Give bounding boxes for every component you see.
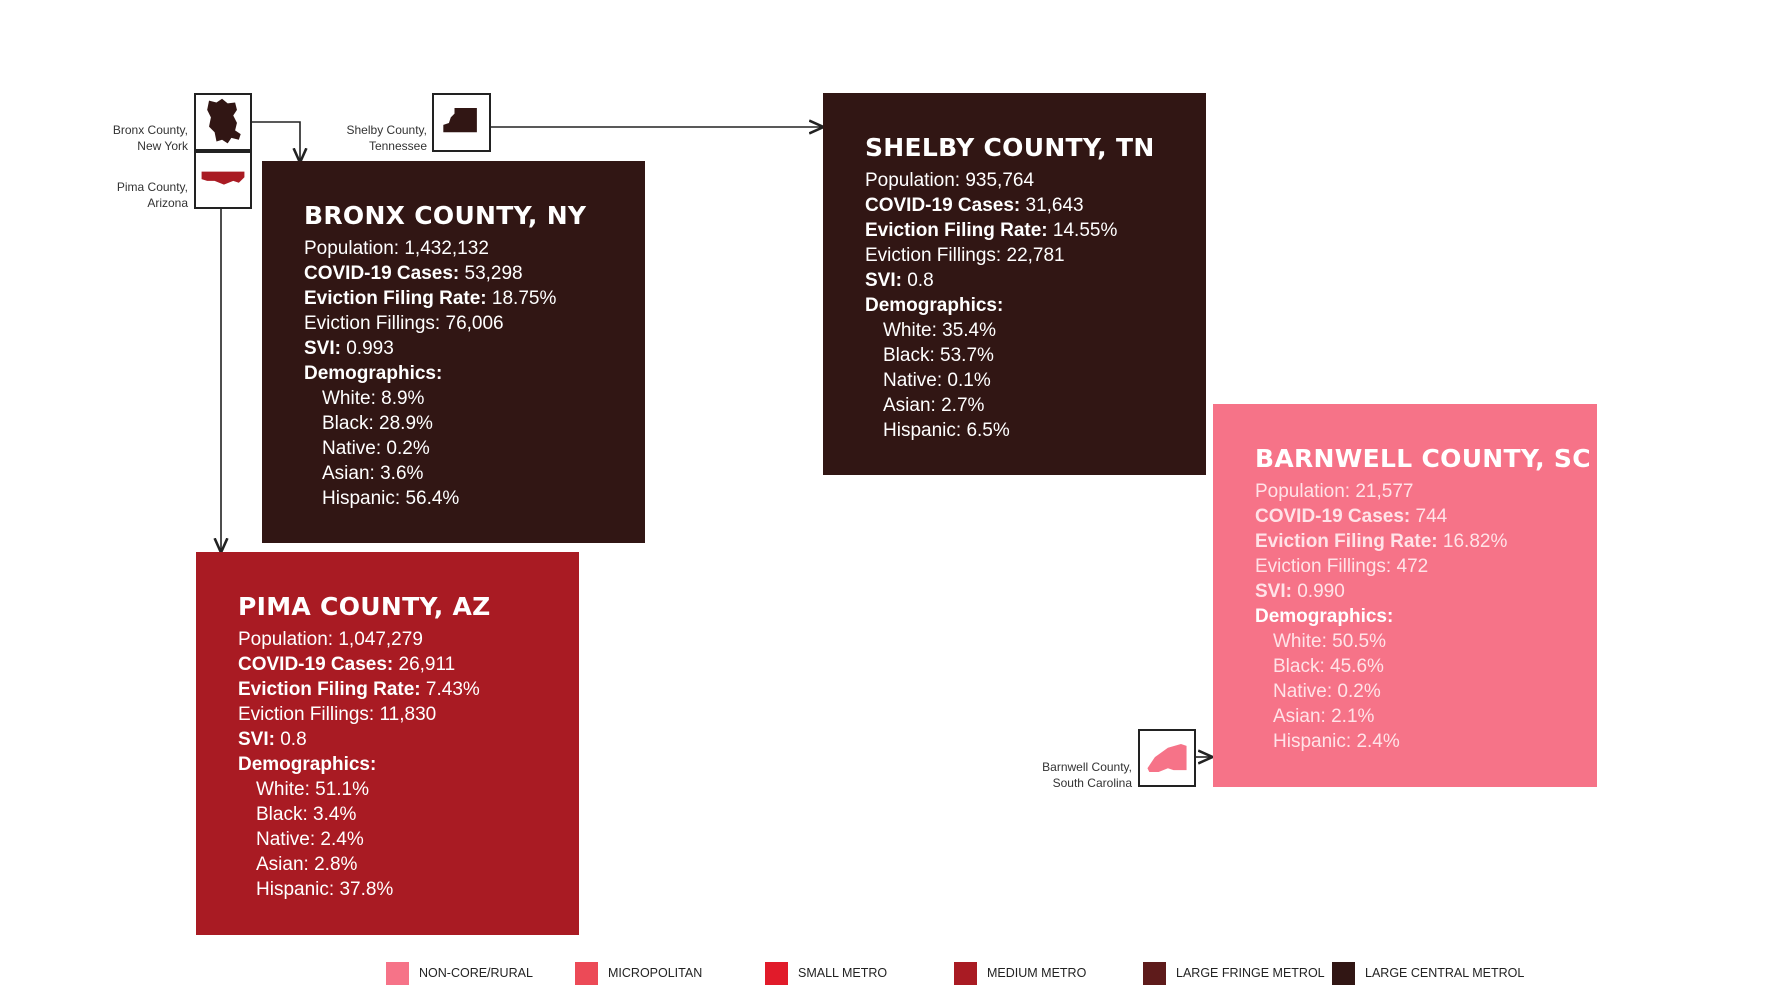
demo-white: White: 50.5% [1273, 631, 1387, 652]
legend-label: LARGE FRINGE METROL [1176, 966, 1325, 980]
legend-item-small-metro: SMALL METRO [765, 961, 888, 985]
card-title: BRONX COUNTY, NY [304, 201, 587, 230]
bronx-county-card: BRONX COUNTY, NY Population: 1,432,132 C… [262, 161, 645, 543]
pima-map-icon [194, 151, 252, 209]
covid-cases-row: COVID-19 Cases: 744 [1255, 506, 1448, 527]
shelby-icon-label: Shelby County, Tennessee [346, 123, 428, 153]
legend-label: LARGE CENTRAL METROL [1365, 966, 1525, 980]
demo-black: Black: 45.6% [1273, 656, 1384, 677]
demo-hispanic: Hispanic: 56.4% [322, 488, 460, 509]
svi-row: SVI: 0.990 [1255, 581, 1345, 602]
legend-label: NON-CORE/RURAL [419, 966, 533, 980]
demo-asian: Asian: 2.8% [256, 854, 358, 875]
demo-black: Black: 28.9% [322, 413, 433, 434]
barnwell-map-icon [1138, 729, 1196, 787]
covid-cases-row: COVID-19 Cases: 53,298 [304, 263, 523, 284]
card-title: BARNWELL COUNTY, SC [1255, 444, 1591, 473]
covid-cases-row: COVID-19 Cases: 26,911 [238, 654, 456, 675]
population-row: Population: 1,432,132 [304, 238, 489, 259]
bronx-map-icon [194, 93, 252, 151]
demo-hispanic: Hispanic: 2.4% [1273, 731, 1400, 752]
population-row: Population: 935,764 [865, 170, 1035, 191]
svi-row: SVI: 0.8 [865, 270, 934, 291]
bronx-icon-label: Bronx County, New York [112, 123, 188, 153]
legend-item-medium-metro: MEDIUM METRO [954, 961, 1087, 985]
svi-row: SVI: 0.993 [304, 338, 394, 359]
demographics-heading: Demographics: [238, 754, 377, 775]
card-title: SHELBY COUNTY, TN [865, 133, 1155, 162]
legend-swatch [1143, 961, 1166, 985]
demo-hispanic: Hispanic: 6.5% [883, 420, 1010, 441]
demographics-heading: Demographics: [865, 295, 1004, 316]
legend-item-micropolitan: MICROPOLITAN [575, 961, 703, 985]
demo-white: White: 51.1% [256, 779, 370, 800]
shelby-county-card: SHELBY COUNTY, TN Population: 935,764 CO… [823, 93, 1206, 475]
eviction-fillings-row: Eviction Fillings: 11,830 [238, 704, 437, 725]
svi-row: SVI: 0.8 [238, 729, 307, 750]
legend-swatch [1332, 961, 1355, 985]
demo-native: Native: 0.2% [322, 438, 430, 459]
legend-label: SMALL METRO [798, 966, 888, 980]
eviction-fillings-row: Eviction Fillings: 472 [1255, 556, 1429, 577]
eviction-fillings-row: Eviction Fillings: 22,781 [865, 245, 1065, 266]
demo-asian: Asian: 2.7% [883, 395, 985, 416]
barnwell-icon-label: Barnwell County, South Carolina [1042, 760, 1132, 790]
covid-cases-row: COVID-19 Cases: 31,643 [865, 195, 1084, 216]
demo-native: Native: 0.2% [1273, 681, 1381, 702]
demo-asian: Asian: 2.1% [1273, 706, 1375, 727]
legend-item-non-core-rural: NON-CORE/RURAL [386, 961, 533, 985]
demo-asian: Asian: 3.6% [322, 463, 424, 484]
demographics-heading: Demographics: [304, 363, 443, 384]
legend-swatch [386, 961, 409, 985]
eviction-rate-row: Eviction Filing Rate: 16.82% [1255, 531, 1508, 552]
demo-hispanic: Hispanic: 37.8% [256, 879, 394, 900]
population-row: Population: 1,047,279 [238, 629, 423, 650]
pima-county-card: PIMA COUNTY, AZ Population: 1,047,279 CO… [196, 552, 579, 935]
barnwell-county-card: BARNWELL COUNTY, SC Population: 21,577 C… [1213, 404, 1597, 787]
legend-swatch [765, 961, 788, 985]
eviction-fillings-row: Eviction Fillings: 76,006 [304, 313, 504, 334]
demo-native: Native: 0.1% [883, 370, 991, 391]
demo-black: Black: 3.4% [256, 804, 357, 825]
legend-swatch [954, 961, 977, 985]
legend-label: MICROPOLITAN [608, 966, 703, 980]
eviction-rate-row: Eviction Filing Rate: 18.75% [304, 288, 557, 309]
demo-white: White: 8.9% [322, 388, 425, 409]
legend-item-large-central-metro: LARGE CENTRAL METROL [1332, 961, 1525, 985]
shelby-map-icon [432, 93, 491, 152]
pima-icon-label: Pima County, Arizona [116, 180, 188, 210]
legend-swatch [575, 961, 598, 985]
eviction-rate-row: Eviction Filing Rate: 14.55% [865, 220, 1118, 241]
demo-black: Black: 53.7% [883, 345, 994, 366]
eviction-rate-row: Eviction Filing Rate: 7.43% [238, 679, 480, 700]
legend-label: MEDIUM METRO [987, 966, 1087, 980]
bronx-connector [252, 121, 300, 161]
demo-native: Native: 2.4% [256, 829, 364, 850]
legend-item-large-fringe-metro: LARGE FRINGE METROL [1143, 961, 1325, 985]
demo-white: White: 35.4% [883, 320, 997, 341]
population-row: Population: 21,577 [1255, 481, 1414, 502]
card-title: PIMA COUNTY, AZ [238, 592, 491, 621]
demographics-heading: Demographics: [1255, 606, 1394, 627]
